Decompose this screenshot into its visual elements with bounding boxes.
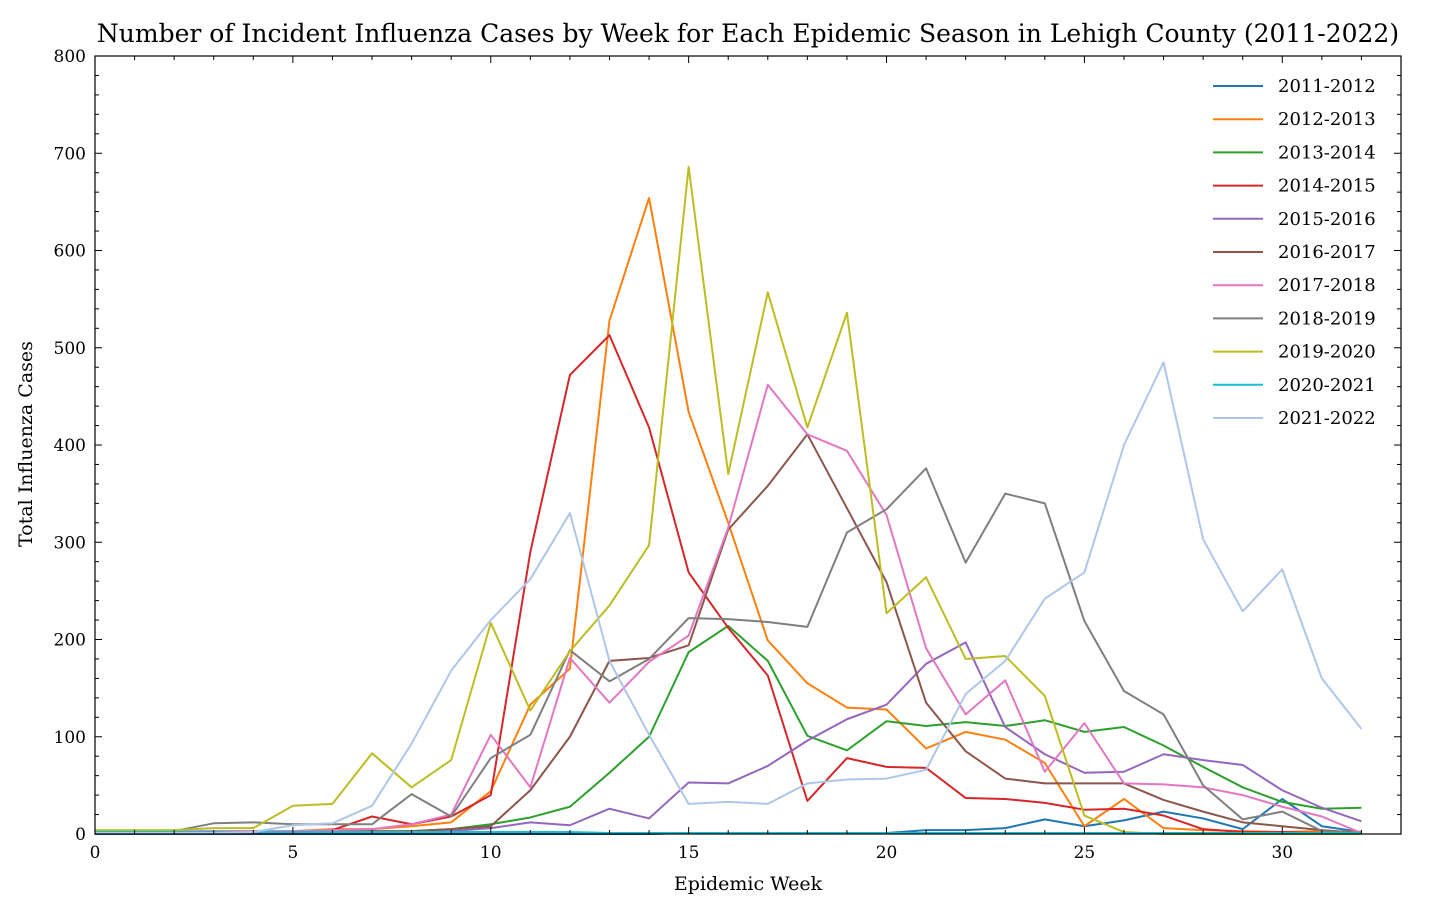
plot-area-frame bbox=[94, 55, 1402, 835]
legend-label: 2014-2015 bbox=[1278, 176, 1376, 197]
y-tick-label: 500 bbox=[54, 339, 86, 359]
legend-label: 2013-2014 bbox=[1278, 142, 1376, 163]
legend-label: 2011-2012 bbox=[1278, 76, 1376, 97]
y-tick-label: 100 bbox=[54, 728, 86, 748]
series-layer bbox=[94, 165, 1363, 835]
x-tick-label: 25 bbox=[1074, 843, 1096, 863]
series-line-2014-2015 bbox=[95, 334, 1362, 835]
series-line-2019-2020 bbox=[95, 165, 1362, 835]
legend-label: 2018-2019 bbox=[1278, 308, 1376, 329]
series-line-2015-2016 bbox=[95, 641, 1362, 835]
y-tick-label: 600 bbox=[54, 242, 86, 262]
x-tick-label: 15 bbox=[678, 843, 700, 863]
legend-label: 2016-2017 bbox=[1278, 242, 1376, 263]
series-line-2021-2022 bbox=[95, 361, 1363, 835]
y-tick-label: 800 bbox=[54, 47, 86, 67]
chart-title: Number of Incident Influenza Cases by We… bbox=[97, 19, 1399, 48]
y-tick-label: 400 bbox=[54, 436, 86, 456]
y-tick-label: 0 bbox=[75, 825, 86, 845]
legend-label: 2015-2016 bbox=[1278, 209, 1376, 230]
x-tick-label: 10 bbox=[480, 843, 502, 863]
legend: 2011-2012 2012-2013 2013-2014 2014-2015 2015… bbox=[1213, 76, 1376, 429]
x-axis-label: Epidemic Week bbox=[674, 873, 823, 895]
legend-label: 2021-2022 bbox=[1278, 408, 1376, 429]
legend-label: 2017-2018 bbox=[1278, 275, 1376, 296]
y-tick-label: 300 bbox=[54, 533, 86, 553]
y-axis-label: Total Influenza Cases bbox=[15, 341, 37, 547]
y-tick-label: 700 bbox=[54, 144, 86, 164]
series-line-2012-2013 bbox=[94, 196, 1362, 834]
series-line-2017-2018 bbox=[95, 383, 1362, 834]
x-tick-label: 0 bbox=[90, 843, 101, 863]
x-tick-label: 5 bbox=[287, 843, 298, 863]
legend-label: 2020-2021 bbox=[1278, 375, 1376, 396]
legend-label: 2012-2013 bbox=[1278, 109, 1376, 130]
series-line-2016-2017 bbox=[95, 433, 1362, 835]
legend-label: 2019-2020 bbox=[1278, 342, 1376, 363]
y-tick-label: 200 bbox=[54, 631, 86, 651]
x-tick-label: 20 bbox=[876, 843, 898, 863]
x-tick-label: 30 bbox=[1271, 843, 1293, 863]
